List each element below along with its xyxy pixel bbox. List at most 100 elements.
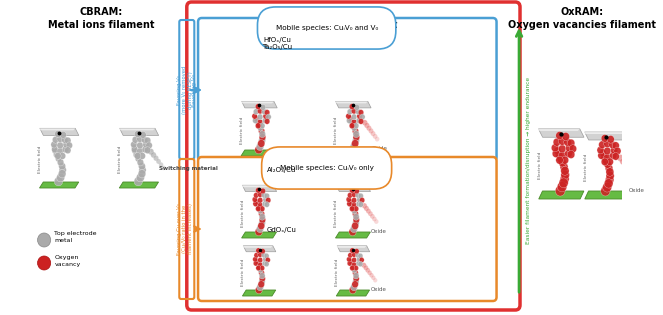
Polygon shape [243, 246, 276, 252]
Circle shape [263, 201, 268, 207]
Circle shape [162, 166, 166, 170]
Text: GdOₓ/Cu: GdOₓ/Cu [267, 227, 296, 233]
Circle shape [351, 119, 357, 125]
Circle shape [263, 197, 269, 202]
Circle shape [625, 165, 631, 171]
Circle shape [257, 225, 264, 233]
Circle shape [351, 222, 359, 230]
Polygon shape [241, 101, 277, 108]
Text: Al₂O₃/Cu: Al₂O₃/Cu [267, 167, 296, 173]
Circle shape [604, 160, 611, 168]
Circle shape [135, 155, 141, 162]
Circle shape [134, 177, 143, 186]
Circle shape [258, 281, 265, 288]
Circle shape [66, 142, 72, 149]
Circle shape [52, 145, 57, 150]
Circle shape [556, 156, 564, 164]
Text: Electric field: Electric field [240, 116, 244, 144]
Circle shape [353, 266, 359, 271]
Circle shape [359, 257, 364, 263]
Circle shape [140, 131, 147, 138]
Circle shape [260, 266, 265, 271]
Circle shape [558, 182, 567, 192]
Circle shape [351, 192, 357, 198]
Circle shape [255, 228, 263, 236]
Text: Ta₂O₅/Cu: Ta₂O₅/Cu [262, 44, 292, 50]
Circle shape [254, 199, 259, 204]
Circle shape [353, 131, 359, 138]
Text: Easier filament formation/disruption → higher endurance: Easier filament formation/disruption → h… [526, 77, 530, 243]
Circle shape [556, 132, 564, 140]
Circle shape [568, 151, 575, 158]
Circle shape [354, 249, 359, 254]
Circle shape [349, 146, 356, 154]
Circle shape [258, 257, 263, 263]
Circle shape [253, 109, 259, 115]
Circle shape [633, 175, 638, 181]
Circle shape [257, 203, 263, 208]
Circle shape [561, 156, 569, 164]
Circle shape [357, 197, 362, 202]
Circle shape [56, 155, 62, 162]
Circle shape [54, 177, 63, 186]
Circle shape [255, 202, 261, 208]
Text: Electric field: Electric field [241, 258, 245, 286]
Circle shape [257, 114, 263, 120]
Circle shape [556, 186, 565, 196]
Circle shape [356, 201, 361, 207]
Polygon shape [117, 128, 155, 130]
Circle shape [603, 157, 609, 164]
Circle shape [351, 284, 357, 291]
Circle shape [375, 137, 379, 141]
Polygon shape [38, 128, 76, 130]
Circle shape [351, 264, 356, 270]
Circle shape [259, 216, 266, 223]
Circle shape [52, 146, 58, 153]
Circle shape [264, 261, 269, 267]
Circle shape [604, 147, 611, 155]
Polygon shape [241, 232, 276, 238]
Circle shape [351, 262, 357, 267]
Circle shape [353, 278, 359, 285]
Polygon shape [538, 129, 584, 137]
Circle shape [345, 113, 351, 119]
Circle shape [137, 142, 143, 149]
Circle shape [259, 211, 265, 217]
Circle shape [367, 125, 371, 131]
Circle shape [367, 270, 372, 275]
Circle shape [353, 272, 359, 279]
Circle shape [554, 147, 561, 155]
Circle shape [609, 141, 616, 149]
Polygon shape [40, 182, 79, 188]
Circle shape [259, 137, 266, 144]
Circle shape [261, 249, 265, 254]
Circle shape [255, 286, 263, 294]
Circle shape [352, 128, 359, 135]
Polygon shape [536, 129, 580, 131]
Polygon shape [539, 191, 584, 199]
Text: Oxide: Oxide [629, 187, 645, 192]
Circle shape [351, 257, 357, 263]
Circle shape [258, 208, 263, 214]
Circle shape [349, 248, 355, 253]
Circle shape [623, 161, 629, 168]
Polygon shape [119, 182, 158, 188]
Circle shape [373, 278, 377, 283]
Text: Switching material: Switching material [159, 166, 218, 171]
Circle shape [259, 131, 266, 138]
Circle shape [606, 171, 614, 180]
Circle shape [605, 175, 614, 184]
Circle shape [348, 259, 353, 264]
Polygon shape [241, 246, 272, 248]
Text: Electric field: Electric field [583, 153, 587, 181]
Circle shape [347, 257, 351, 262]
Polygon shape [119, 128, 158, 135]
Text: Electric field: Electric field [118, 146, 122, 174]
Circle shape [142, 146, 149, 153]
Circle shape [259, 123, 265, 129]
Circle shape [358, 118, 364, 124]
Circle shape [347, 201, 352, 207]
Circle shape [349, 206, 355, 212]
Circle shape [354, 104, 359, 110]
Circle shape [350, 205, 356, 211]
